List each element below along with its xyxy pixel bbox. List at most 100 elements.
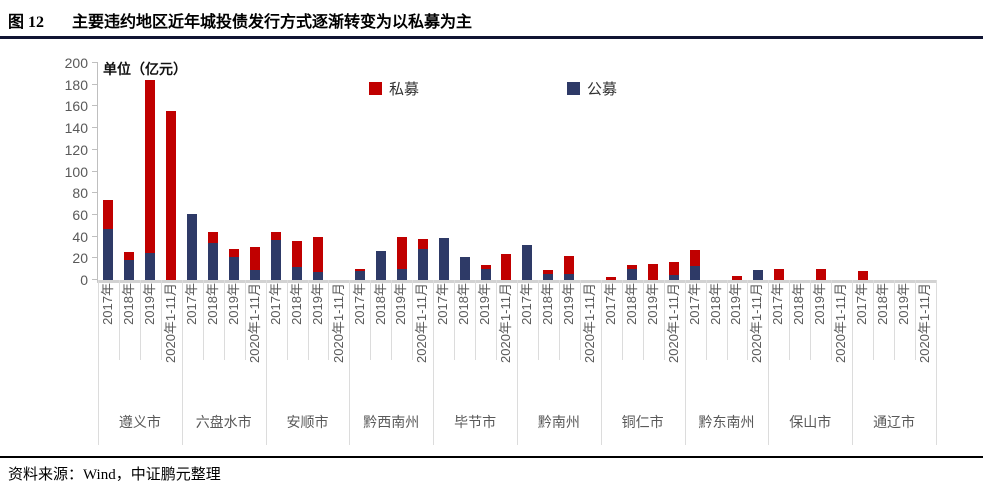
x-tick-label: 2020年1-11月: [163, 283, 179, 363]
bar-column: [328, 63, 349, 280]
x-label-cell: 2020年1-11月: [161, 283, 182, 363]
bar-segment-公募: [292, 266, 302, 280]
bar-segment-公募: [396, 269, 407, 280]
x-tick-label: 2017年: [519, 283, 535, 325]
city-group-安顺市: [266, 63, 350, 280]
x-tick-label: 2017年: [267, 283, 283, 325]
x-tick-label: 2019年: [225, 283, 241, 325]
x-tick-label: 2019年: [142, 283, 158, 325]
footer-divider: [0, 456, 983, 458]
x-tick-label: 2017年: [770, 283, 786, 325]
x-label-cell: 2018年: [705, 283, 726, 363]
stacked-bar-毕节市-2019年: [480, 264, 491, 280]
title-divider: [0, 36, 983, 39]
column-tick-line: [328, 280, 330, 360]
x-tick-label: 2017年: [686, 283, 702, 325]
x-tick-label: 2019年: [728, 283, 744, 325]
column-tick-line: [454, 280, 456, 360]
x-label-cell: 2019年: [726, 283, 747, 363]
x-tick-label: 2019年: [477, 283, 493, 325]
legend-label-private: 私募: [389, 81, 420, 98]
bar-segment-私募: [417, 238, 428, 249]
bar-segment-私募: [208, 232, 219, 244]
bar-segment-私募: [606, 276, 617, 280]
x-label-cell: 2020年1-11月: [915, 283, 936, 363]
bar-column: [182, 63, 203, 280]
legend-item-public: 公募: [567, 78, 617, 99]
bar-segment-公募: [312, 272, 323, 280]
bar-column: [119, 63, 140, 280]
column-tick-line: [412, 280, 414, 360]
y-tick-mark: [92, 127, 98, 129]
bar-column: [475, 63, 496, 280]
column-tick-line: [579, 280, 581, 360]
column-tick-line: [537, 280, 539, 360]
city-label-毕节市: 毕节市: [454, 414, 497, 430]
stacked-bar-黔西南州-2017年: [354, 269, 365, 280]
bar-column: [245, 63, 266, 280]
column-tick-line: [307, 280, 309, 360]
city-group-黔东南州: [685, 63, 769, 280]
bar-segment-私募: [292, 240, 302, 267]
group-separator-line: [517, 280, 518, 445]
x-tick-label: 2018年: [707, 283, 723, 325]
stacked-bar-安顺市-2019年: [312, 236, 323, 280]
bar-segment-公募: [752, 270, 763, 280]
city-label-遵义市: 遵义市: [118, 414, 161, 430]
y-tick-label: 120: [64, 141, 88, 158]
y-tick-mark: [92, 213, 98, 215]
x-tick-label: 2018年: [288, 283, 304, 325]
x-tick-label: 2020年1-11月: [414, 283, 430, 363]
x-label-cell: 2018年: [789, 283, 810, 363]
group-separator-line: [852, 280, 854, 445]
x-label-cell: 2019年: [475, 283, 496, 363]
stacked-bar-遵义市-2019年: [145, 80, 156, 280]
bar-groups: [98, 63, 936, 280]
x-tick-label: 2017年: [602, 283, 618, 325]
stacked-bar-保山市-2019年: [815, 269, 826, 280]
bar-column: [140, 63, 161, 280]
stacked-bar-六盘水市-2019年: [229, 248, 240, 280]
column-tick-line: [831, 280, 833, 360]
stacked-bar-铜仁市-2018年: [627, 264, 638, 280]
city-label-安顺市: 安顺市: [286, 414, 329, 430]
group-separator-line: [600, 280, 602, 445]
stacked-bar-黔东南州-2017年: [690, 249, 701, 280]
x-label-cell: 2018年: [538, 283, 559, 363]
x-tick-label: 2018年: [372, 283, 388, 325]
y-tick-label: 100: [64, 163, 88, 180]
city-label-黔东南州: 黔东南州: [698, 414, 755, 430]
stacked-bar-六盘水市-2017年: [187, 213, 198, 280]
column-tick-line: [642, 280, 644, 360]
bar-segment-公募: [375, 250, 386, 280]
y-tick-label: 200: [64, 55, 88, 71]
bar-column: [224, 63, 245, 280]
bar-segment-公募: [438, 237, 449, 280]
group-separator-line: [265, 280, 267, 445]
bar-segment-私募: [480, 264, 491, 270]
bar-segment-公募: [354, 271, 365, 280]
bar-segment-公募: [208, 243, 219, 280]
column-tick-line: [747, 280, 749, 360]
y-tick-mark: [92, 235, 98, 237]
bar-segment-私募: [564, 256, 575, 274]
bar-segment-公募: [564, 273, 575, 280]
x-tick-label: 2018年: [121, 283, 137, 325]
bar-segment-私募: [648, 263, 659, 280]
page-title: 主要违约地区近年城投债发行方式逐渐转变为以私募为主: [72, 14, 473, 31]
group-separator-line: [349, 280, 351, 445]
x-label-cell: 2017年: [349, 283, 370, 363]
bar-segment-公募: [480, 269, 491, 280]
stacked-bar-黔西南州-2020年1-11月: [417, 238, 428, 280]
city-group-保山市: [768, 63, 852, 280]
group-separator-line: [181, 280, 183, 445]
city-label-铜仁市: 铜仁市: [621, 414, 664, 430]
x-label-cell: 2020年1-11月: [496, 283, 517, 363]
stacked-bar-黔南州-2017年: [522, 245, 533, 280]
y-tick-label: 0: [80, 272, 88, 288]
x-label-cell: 2019年: [559, 283, 580, 363]
group-separator-line: [684, 280, 686, 445]
stacked-bar-黔东南州-2020年1-11月: [752, 270, 763, 280]
group-separator-line: [98, 280, 99, 445]
x-tick-label: 2020年1-11月: [581, 283, 597, 363]
